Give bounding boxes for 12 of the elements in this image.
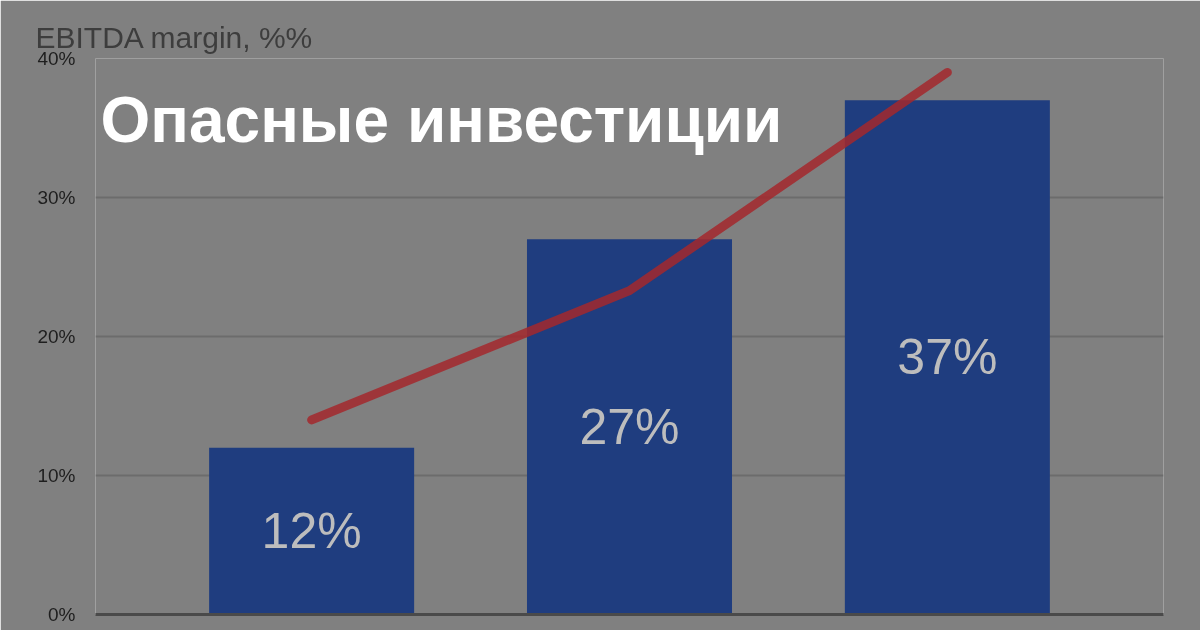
y-tick-label: 30% bbox=[37, 187, 76, 208]
data-label: 37% bbox=[897, 329, 998, 386]
y-tick-label: 20% bbox=[37, 326, 76, 347]
bar bbox=[526, 239, 733, 615]
y-tick-label: 0% bbox=[48, 604, 76, 625]
y-tick-label: 10% bbox=[37, 465, 76, 486]
bar bbox=[209, 447, 415, 615]
data-label: 27% bbox=[579, 398, 680, 455]
data-label: 12% bbox=[261, 503, 362, 560]
bar bbox=[844, 100, 1050, 615]
y-tick-label: 40% bbox=[37, 48, 76, 69]
annotation: Опасные инвестиции bbox=[100, 83, 783, 156]
